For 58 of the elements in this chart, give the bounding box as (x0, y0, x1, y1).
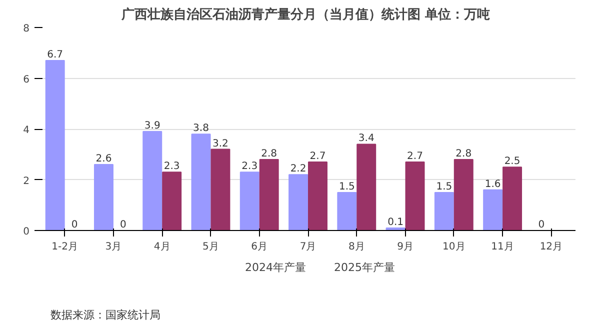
text: 2025年产量 (334, 260, 395, 274)
data-label: 2.2 (290, 164, 306, 175)
text: 2024年产量 (245, 260, 306, 274)
x-tick-label: 10月 (442, 242, 466, 252)
data-label: 3.9 (144, 120, 160, 132)
bar (483, 189, 503, 230)
bar (356, 144, 376, 230)
chart-title: 广西壮族自治区石油沥青产量分月（当月值）统计图 单位：万吨 (120, 6, 490, 22)
data-label: 3.2 (212, 138, 228, 150)
x-tick-label: 3月 (105, 242, 122, 252)
data-label: 2.8 (456, 148, 472, 160)
y-tick-label: 0 (23, 226, 30, 238)
data-label: 1.5 (436, 181, 452, 192)
x-tick-label: 9月 (397, 242, 414, 252)
data-label: 0 (120, 220, 126, 230)
data-label: 0.1 (388, 216, 404, 228)
bar (45, 60, 65, 230)
bar (142, 131, 162, 230)
data-label: 3.4 (358, 133, 374, 144)
bar (191, 134, 211, 230)
x-tick-label: 7月 (300, 242, 316, 252)
y-tick-label: 6 (23, 74, 30, 86)
data-label: 6.7 (47, 49, 64, 60)
x-tick-label: 5月 (202, 242, 219, 252)
bar (162, 172, 182, 230)
data-label: 2.8 (261, 148, 278, 160)
source-note: 数据来源：国家统计局 (50, 308, 160, 322)
data-label: 1.6 (484, 178, 501, 190)
data-label: 2.6 (96, 154, 112, 165)
bar (240, 172, 260, 230)
x-tick-label: 11月 (491, 242, 514, 252)
bar (337, 192, 357, 230)
bar (259, 158, 279, 230)
bar (210, 148, 230, 230)
x-tick-label: 8月 (348, 242, 365, 252)
x-tick-label: 12月 (540, 242, 563, 252)
bar (94, 164, 114, 230)
data-label: 2.3 (242, 161, 258, 172)
data-label: 2.7 (310, 150, 326, 162)
x-tick-label: 4月 (154, 242, 170, 252)
y-tick-label: 4 (23, 125, 30, 136)
x-tick-label: 6月 (251, 242, 268, 252)
y-tick-label: 8 (23, 24, 30, 34)
data-label: 0 (538, 220, 545, 230)
data-label: 2.5 (504, 156, 520, 168)
bar (502, 166, 522, 230)
data-label: 2.3 (164, 161, 180, 172)
data-label: 3.8 (193, 123, 209, 134)
x-tick-label: 1-2月 (52, 242, 78, 252)
data-label: 0 (71, 220, 78, 230)
bar (434, 192, 454, 230)
bar (405, 161, 425, 230)
bar (288, 174, 308, 230)
data-label: 1.5 (338, 181, 355, 192)
bar (454, 158, 474, 230)
bar (308, 161, 328, 230)
y-tick-label: 2 (23, 176, 30, 187)
data-label: 2.7 (407, 150, 423, 162)
